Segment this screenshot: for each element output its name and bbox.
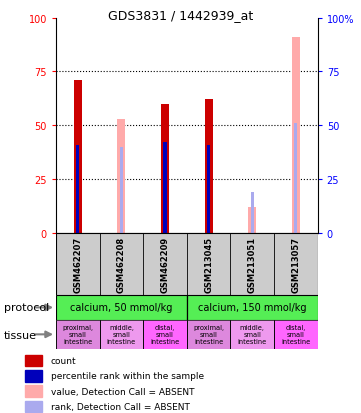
- Text: middle,
small
intestine: middle, small intestine: [107, 325, 136, 344]
- Bar: [207, 145, 210, 233]
- Bar: [294, 124, 297, 233]
- Bar: [25, 385, 42, 397]
- Text: GSM213057: GSM213057: [291, 236, 300, 292]
- FancyBboxPatch shape: [187, 320, 230, 349]
- Bar: [76, 145, 79, 233]
- Text: GSM462207: GSM462207: [73, 236, 82, 292]
- Text: distal,
small
intestine: distal, small intestine: [151, 325, 180, 344]
- Bar: [251, 192, 254, 233]
- FancyBboxPatch shape: [143, 320, 187, 349]
- Text: proximal,
small
intestine: proximal, small intestine: [193, 325, 224, 344]
- Text: calcium, 150 mmol/kg: calcium, 150 mmol/kg: [198, 303, 306, 313]
- Text: GSM213045: GSM213045: [204, 236, 213, 292]
- Text: GSM462209: GSM462209: [161, 236, 170, 292]
- Text: proximal,
small
intestine: proximal, small intestine: [62, 325, 93, 344]
- Bar: [117, 119, 125, 233]
- FancyBboxPatch shape: [56, 320, 100, 349]
- Bar: [248, 208, 256, 233]
- FancyBboxPatch shape: [187, 295, 318, 320]
- FancyBboxPatch shape: [100, 320, 143, 349]
- Bar: [120, 147, 123, 233]
- Text: GSM213051: GSM213051: [248, 236, 257, 292]
- Text: GSM462208: GSM462208: [117, 236, 126, 292]
- Text: distal,
small
intestine: distal, small intestine: [281, 325, 310, 344]
- Text: middle,
small
intestine: middle, small intestine: [238, 325, 267, 344]
- Bar: [161, 104, 169, 233]
- Bar: [74, 81, 82, 233]
- Text: value, Detection Call = ABSENT: value, Detection Call = ABSENT: [51, 387, 194, 396]
- Text: calcium, 50 mmol/kg: calcium, 50 mmol/kg: [70, 303, 173, 313]
- Bar: [25, 355, 42, 366]
- Text: protocol: protocol: [4, 303, 49, 313]
- Bar: [164, 143, 166, 233]
- Text: rank, Detection Call = ABSENT: rank, Detection Call = ABSENT: [51, 402, 190, 411]
- Text: GDS3831 / 1442939_at: GDS3831 / 1442939_at: [108, 9, 253, 22]
- Text: count: count: [51, 356, 76, 365]
- Bar: [292, 38, 300, 233]
- Bar: [25, 401, 42, 412]
- Bar: [25, 370, 42, 382]
- FancyBboxPatch shape: [230, 320, 274, 349]
- Bar: [205, 100, 213, 233]
- FancyBboxPatch shape: [56, 233, 318, 295]
- Text: percentile rank within the sample: percentile rank within the sample: [51, 371, 204, 380]
- Text: tissue: tissue: [4, 330, 36, 340]
- FancyBboxPatch shape: [56, 295, 187, 320]
- FancyBboxPatch shape: [274, 320, 318, 349]
